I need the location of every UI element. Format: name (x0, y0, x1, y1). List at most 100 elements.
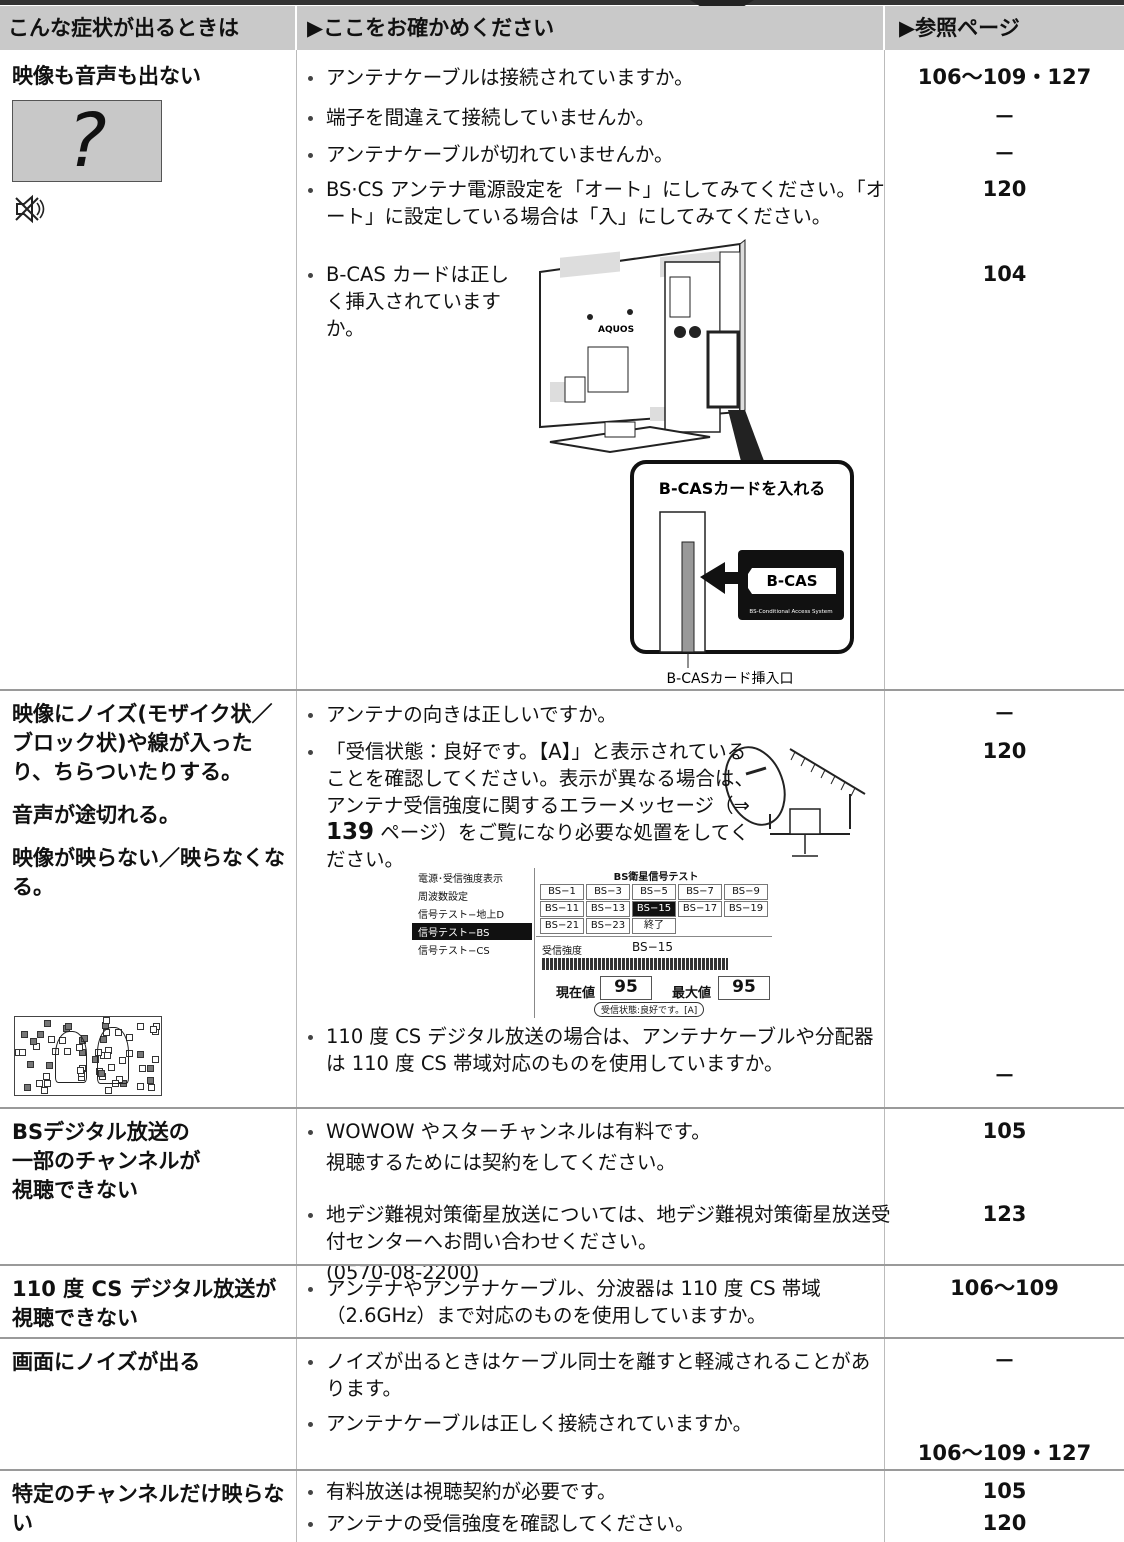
channel-button: BS−17 (678, 901, 722, 917)
check-item: アンテナケーブルは正しく接続されていますか。 (302, 1410, 886, 1447)
bullet (308, 273, 313, 278)
noise-speck (65, 1023, 72, 1030)
check-item: 地デジ難視対策衛星放送については、地デジ難視対策衛星放送受付センターへお問い合わ… (302, 1201, 896, 1292)
page-number: 120 (982, 1511, 1027, 1535)
column-rule (884, 50, 885, 1542)
bullet (308, 1130, 313, 1135)
check-item: BS·CS アンテナ電源設定を「オート」にしてみてください。「オート」に設定して… (302, 176, 886, 240)
column-rule (296, 50, 297, 1542)
brand-label: AQUOS (598, 325, 634, 335)
item-text: B-CAS カードは正しく挿入されていますか。 (326, 263, 509, 340)
strength-label: 受信強度 (542, 946, 582, 957)
row-rule (0, 1469, 1124, 1471)
symptom-text: 視聴できない (12, 1178, 138, 1202)
noise-speck (150, 1026, 157, 1033)
page-number: 106～109・127 (917, 65, 1092, 89)
check-item: アンテナケーブルは接続されていますか。 (302, 64, 886, 101)
bullet (308, 116, 313, 121)
noise-speck (126, 1050, 133, 1057)
symptom-text: 映像が映らない／映らなくなる。 (12, 846, 285, 899)
symptom-text: 音声が途切れる。 (12, 803, 180, 827)
bullet (308, 1360, 313, 1365)
channel-button: BS−19 (724, 901, 768, 917)
item-text: 「受信状態：良好です。【A】」と表示されていることを確認してください。表示が異な… (326, 738, 756, 873)
symptom: 特定のチャンネルだけ映らない (12, 1480, 290, 1538)
check-item: 有料放送は視聴契約が必要です。 (302, 1478, 886, 1515)
divider (536, 936, 772, 937)
header-page: ▶参照ページ (885, 6, 1124, 50)
symptom: 映像も音声も出ない (12, 62, 290, 91)
menu-item: 信号テスト−地上D (418, 910, 505, 921)
bullet (308, 153, 313, 158)
noise-speck (46, 1062, 53, 1069)
symptom-text: BSデジタル放送の (12, 1120, 190, 1144)
noise-speck (36, 1080, 43, 1087)
page-number: 105 (982, 1119, 1027, 1143)
symptom: 映像にノイズ(モザイク状／ブロック状)や線が入ったり、ちらついたりする。 音声が途… (12, 700, 290, 916)
page-number: 120 (982, 177, 1027, 201)
item-text: アンテナやアンテナケーブル、分波器は 110 度 CS 帯域（2.6GHz）まで… (326, 1277, 821, 1327)
noise-speck (152, 1056, 159, 1063)
symptom: 画面にノイズが出る (12, 1348, 290, 1377)
page-number: － (994, 1349, 1015, 1373)
top-rule (0, 0, 1124, 5)
bullet (308, 713, 313, 718)
channel-button: BS−21 (540, 918, 584, 934)
item-text: 端子を間違えて接続していませんか。 (326, 106, 655, 129)
item-text-part: ページ）をご覧になり必要な処置をしてください。 (326, 821, 750, 871)
noise-speck (105, 1087, 112, 1094)
row-rule (0, 1107, 1124, 1109)
card-subtitle: BS-Conditional Access System (749, 609, 832, 615)
max-value: 95 (718, 976, 770, 1000)
bullet (308, 76, 313, 81)
item-text: 有料放送は視聴契約が必要です。 (326, 1480, 617, 1503)
symptom-text: 一部のチャンネルが (12, 1149, 201, 1173)
page-number: － (994, 105, 1015, 129)
page-ref: 139 (326, 819, 375, 845)
current-label: 現在値 (556, 986, 596, 1001)
noise-speck (137, 1051, 144, 1058)
check-item: ノイズが出るときはケーブル同士を離すと軽減されることがあります。 (302, 1348, 886, 1412)
menu-item: 電源･受信強度表示 (418, 874, 503, 885)
noise-speck (137, 1083, 144, 1090)
noise-speck (147, 1065, 154, 1072)
noise-speck (41, 1087, 48, 1094)
item-text: 地デジ難視対策衛星放送については、地デジ難視対策衛星放送受付センターへお問い合わ… (326, 1203, 891, 1253)
menu-item: 信号テスト−BS (412, 923, 532, 940)
noise-speck (24, 1084, 31, 1091)
item-text: WOWOW やスターチャンネルは有料です。 (326, 1120, 711, 1143)
current-value: 95 (600, 976, 652, 1000)
menu-item: 信号テスト−CS (418, 946, 490, 957)
menu-item: 周波数設定 (418, 892, 468, 903)
bullet (308, 1522, 313, 1527)
menu: 電源･受信強度表示 周波数設定信号テスト−地上D 信号テスト−BS 信号テスト−CS (410, 868, 535, 1018)
antenna-illustration (724, 746, 866, 857)
check-item: アンテナやアンテナケーブル、分波器は 110 度 CS 帯域（2.6GHz）まで… (302, 1275, 886, 1339)
bullet (308, 1490, 313, 1495)
page-number: 123 (982, 1202, 1027, 1226)
symptom-text: 特定のチャンネルだけ映らない (12, 1482, 285, 1535)
channel-button: BS−23 (586, 918, 630, 934)
header-symptom: こんな症状が出るときは (0, 6, 295, 50)
callout-title: B-CASカードを入れる (659, 479, 826, 498)
symptom-text: 110 度 CS デジタル放送が視聴できない (12, 1277, 277, 1330)
card-label: B-CAS (766, 572, 817, 590)
check-item: アンテナケーブルが切れていませんか。 (302, 141, 886, 178)
item-text: アンテナケーブルは接続されていますか。 (326, 66, 694, 89)
noise-speck (19, 1049, 26, 1056)
page-number: 105 (982, 1479, 1027, 1503)
item-text: アンテナの向きは正しいですか。 (326, 703, 617, 726)
item-text: アンテナケーブルが切れていませんか。 (326, 143, 674, 166)
figure (55, 1031, 87, 1083)
symptom: BSデジタル放送の 一部のチャンネルが 視聴できない (12, 1118, 290, 1205)
strength-bar (542, 958, 728, 970)
check-item: WOWOW やスターチャンネルは有料です。 視聴するためには契約をしてください。 (302, 1118, 896, 1182)
channel-button: BS−1 (540, 884, 584, 900)
noise-speck (103, 1017, 110, 1024)
noise-speck (147, 1077, 154, 1084)
page-number: 106～109・127 (917, 1441, 1092, 1465)
page-number: 106～109 (950, 1276, 1059, 1300)
noise-speck (137, 1023, 144, 1030)
noise-speck (43, 1073, 50, 1080)
